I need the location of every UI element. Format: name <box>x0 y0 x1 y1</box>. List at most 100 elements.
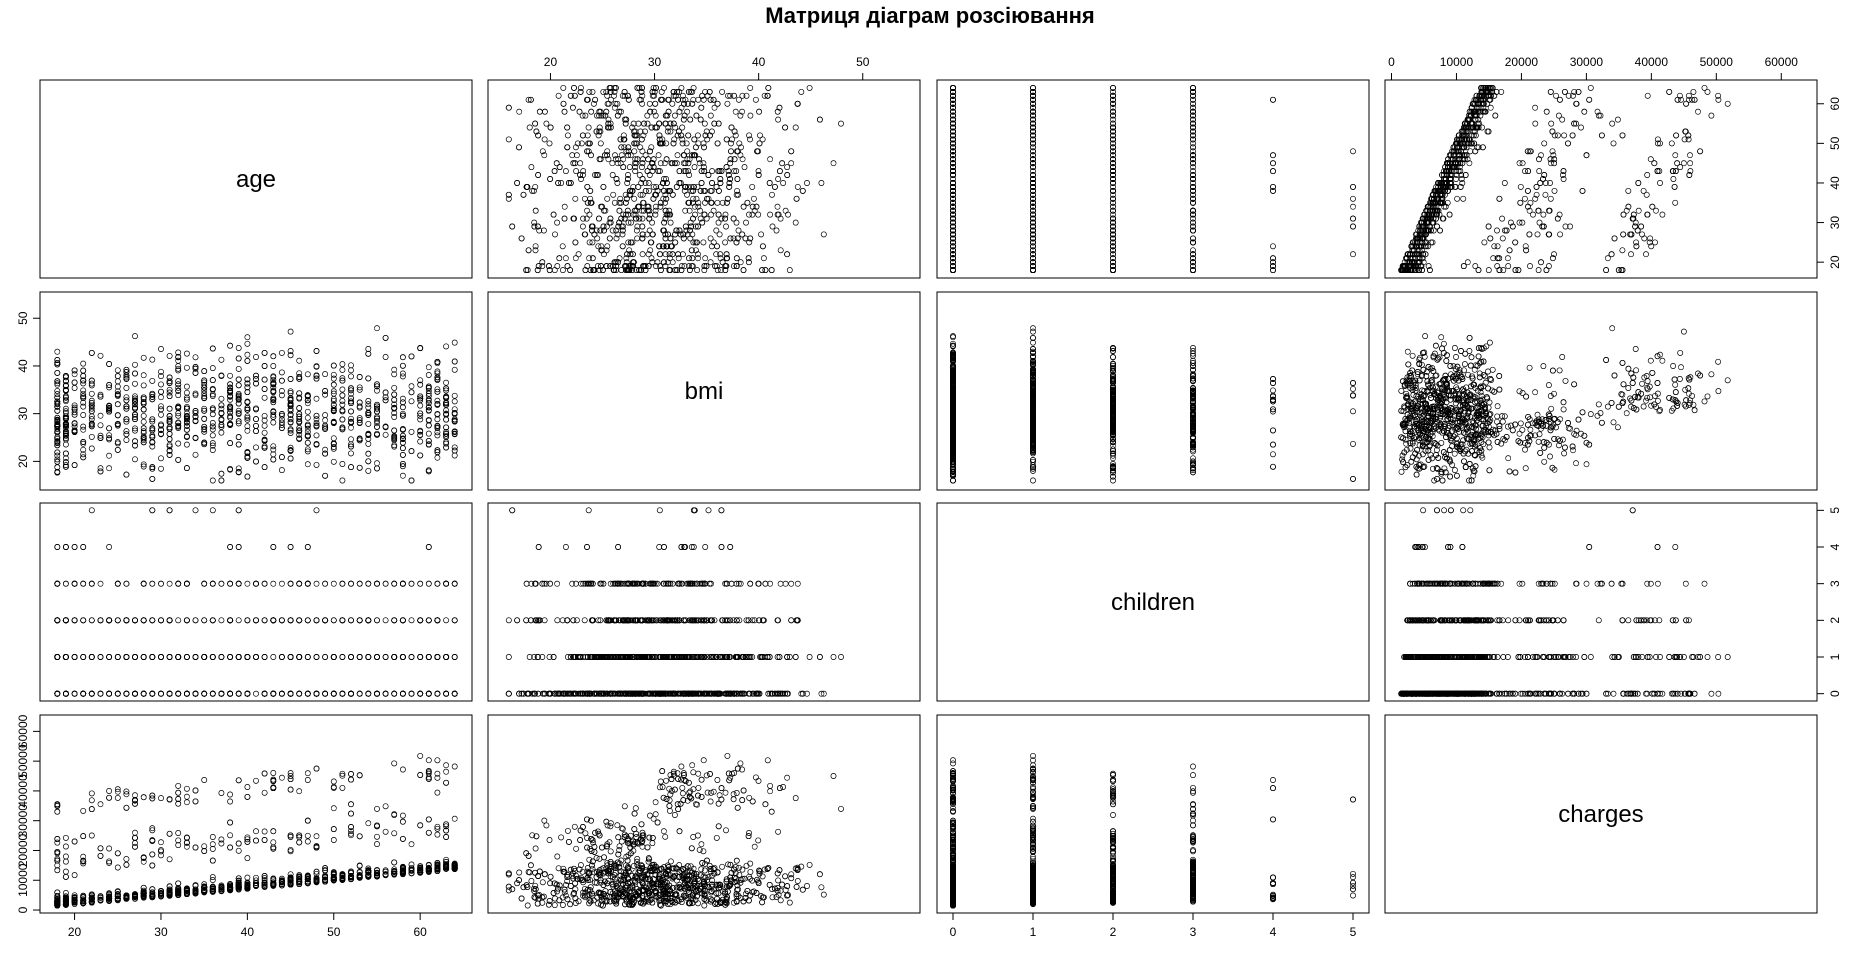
data-point <box>571 84 577 91</box>
data-point <box>632 211 639 218</box>
data-point <box>691 136 698 143</box>
data-point <box>604 243 611 250</box>
data-point <box>728 148 734 155</box>
data-point <box>425 372 432 378</box>
data-point <box>1628 231 1635 238</box>
point-group-age-vs-charges <box>1398 84 1731 273</box>
data-point <box>1620 231 1627 238</box>
data-point <box>536 227 543 234</box>
data-point <box>684 100 691 107</box>
data-point <box>649 259 656 266</box>
data-point <box>244 398 251 405</box>
data-point <box>695 223 701 230</box>
data-point <box>634 156 641 163</box>
data-point <box>451 417 458 424</box>
data-point <box>695 199 702 206</box>
data-point <box>737 112 744 119</box>
data-point <box>698 168 705 174</box>
data-point <box>653 84 659 91</box>
data-point <box>339 375 346 382</box>
data-point <box>546 140 553 147</box>
data-point <box>1535 267 1542 273</box>
data-point <box>218 356 225 363</box>
data-point <box>1534 231 1541 238</box>
data-point <box>417 431 424 438</box>
data-point <box>631 140 638 147</box>
data-point <box>192 354 199 361</box>
data-point <box>623 116 630 123</box>
data-point <box>666 187 673 194</box>
data-point <box>1608 251 1615 258</box>
data-point <box>106 465 113 472</box>
data-point <box>1110 207 1116 214</box>
data-point <box>408 383 415 390</box>
data-point <box>732 108 739 115</box>
data-point <box>679 92 686 99</box>
data-point <box>1270 168 1276 174</box>
data-point <box>391 442 398 449</box>
data-point <box>1625 187 1632 194</box>
data-point <box>701 120 708 127</box>
data-point <box>244 351 251 358</box>
data-point <box>408 477 415 484</box>
data-point <box>636 267 643 273</box>
data-point <box>227 466 234 472</box>
data-point <box>1643 251 1649 258</box>
data-point <box>662 251 669 258</box>
data-point <box>270 446 277 453</box>
data-point <box>1635 180 1642 186</box>
data-point <box>596 108 603 115</box>
data-point <box>356 399 363 406</box>
data-point <box>669 191 676 198</box>
data-point <box>547 124 554 131</box>
data-point <box>600 251 607 258</box>
data-point <box>614 112 621 119</box>
data-point <box>645 251 652 258</box>
data-point <box>313 461 320 468</box>
data-point <box>662 112 669 119</box>
data-point <box>209 385 216 392</box>
data-point <box>1110 156 1116 163</box>
data-point <box>675 251 682 258</box>
data-point <box>561 203 568 210</box>
data-point <box>296 411 303 417</box>
data-point <box>730 263 737 269</box>
data-point <box>701 144 707 151</box>
data-point <box>1715 96 1722 103</box>
data-point <box>692 223 699 230</box>
data-point <box>1506 247 1513 254</box>
data-point <box>616 199 623 206</box>
data-point <box>417 438 424 445</box>
data-point <box>786 267 793 273</box>
data-point <box>1270 160 1276 167</box>
data-point <box>399 362 406 369</box>
data-point <box>1190 195 1196 202</box>
data-point <box>722 211 729 218</box>
data-point <box>192 451 199 458</box>
data-point <box>71 367 78 374</box>
data-point <box>661 160 668 167</box>
data-point <box>608 96 614 103</box>
data-point <box>1553 92 1559 99</box>
data-point <box>762 267 769 273</box>
data-point <box>728 140 734 147</box>
data-point <box>682 207 689 214</box>
data-point <box>1350 215 1356 222</box>
data-point <box>270 387 277 394</box>
data-point <box>1651 160 1658 167</box>
data-point <box>1110 124 1116 131</box>
data-point <box>540 227 547 234</box>
data-point <box>1350 203 1356 210</box>
data-point <box>610 191 617 198</box>
data-point <box>54 348 61 355</box>
point-group-bmi-vs-age <box>54 325 458 484</box>
data-point <box>756 140 763 147</box>
data-point <box>680 235 687 242</box>
data-point <box>701 168 708 174</box>
data-point <box>175 440 182 447</box>
data-point <box>708 211 715 218</box>
data-point <box>612 100 619 107</box>
data-point <box>611 104 618 111</box>
data-point <box>637 267 644 273</box>
data-point <box>114 440 121 447</box>
